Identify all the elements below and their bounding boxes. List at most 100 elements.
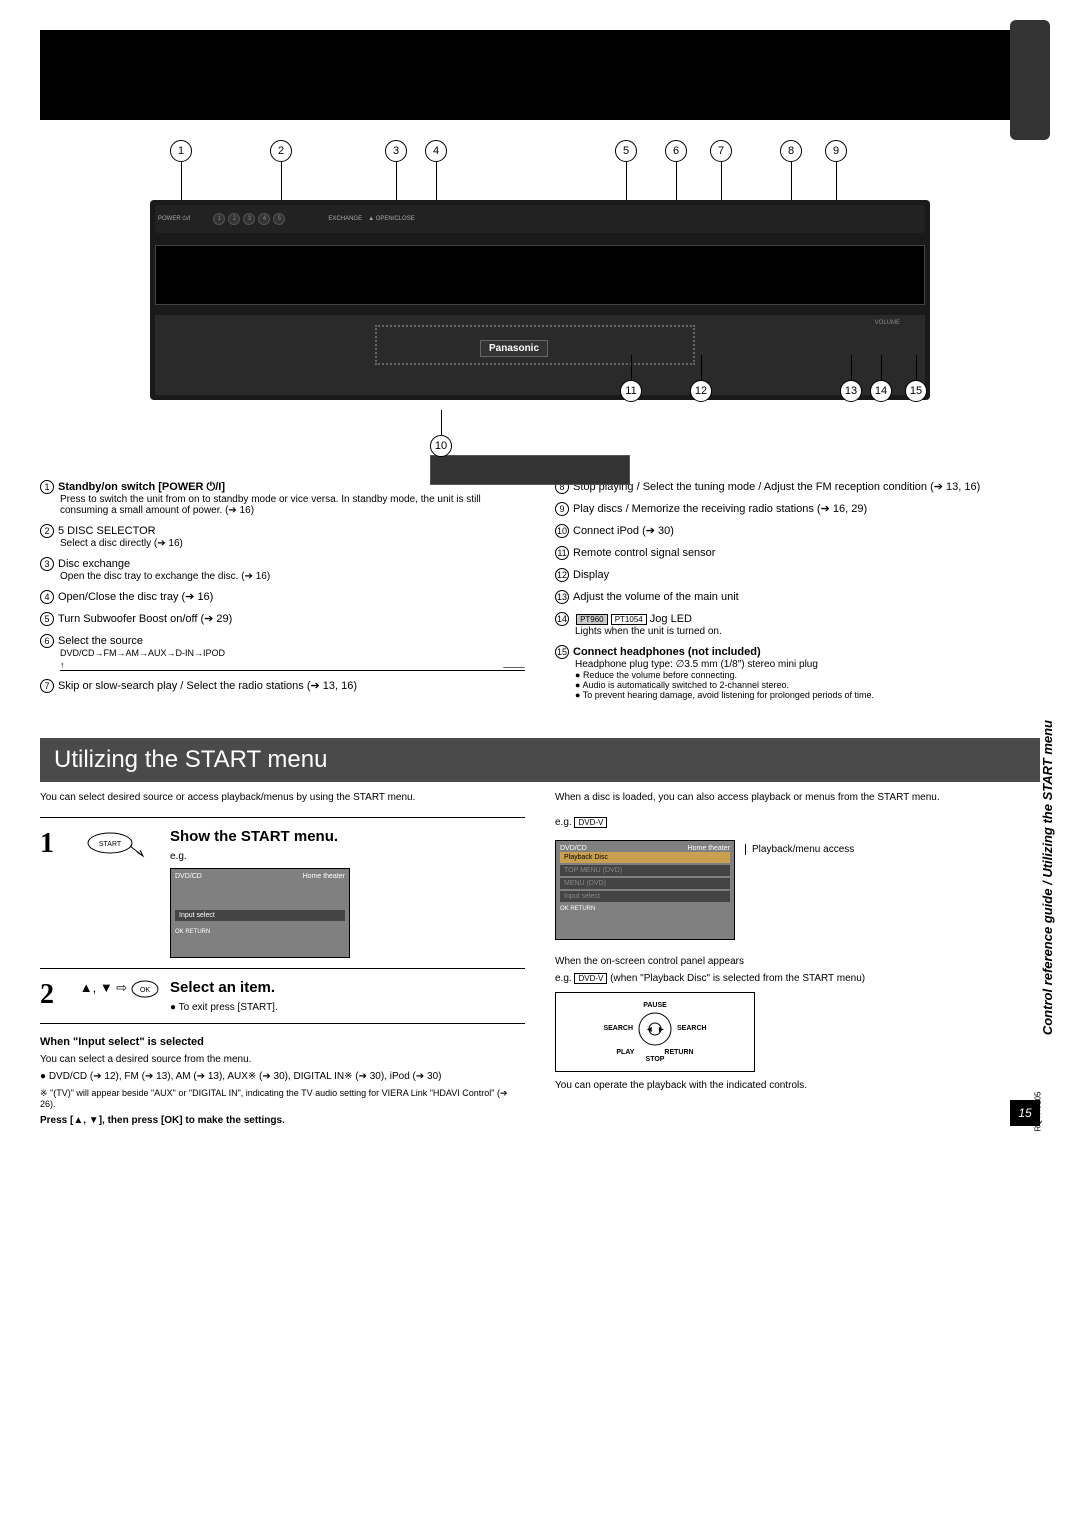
input-select-title: When "Input select" is selected [40,1036,525,1048]
disc-slot [155,245,925,305]
ref-13-title: Adjust the volume of the main unit [573,591,739,603]
page-number: 15 [1010,1100,1040,1126]
ref-3-desc: Open the disc tray to exchange the disc.… [60,571,525,582]
ref-14-title: Jog LED [650,613,692,625]
ctrl-search-r: SEARCH [677,1025,707,1032]
ref-15-b0: Headphone plug type: ∅3.5 mm (1/8″) ster… [575,659,1040,670]
step-2-note: ● To exit press [START]. [170,1002,525,1013]
display-area [375,325,695,365]
onscreen-control-panel: PAUSE SEARCH ◀▶ SEARCH PLAY RETURN STOP [555,992,755,1072]
screwdriver-icon [1010,20,1050,140]
ref-15-b3: ● To prevent hearing damage, avoid liste… [575,690,1040,700]
svg-text:◀: ◀ [646,1026,652,1033]
ref-8-title: Stop playing / Select the tuning mode / … [573,481,980,493]
callout-15: 15 [905,380,927,402]
input-select-line4: Press [▲, ▼], then press [OK] to make th… [40,1115,525,1126]
disc-3: 3 [243,213,255,225]
volume-label: VOLUME [875,320,900,326]
intro-left: You can select desired source or access … [40,792,525,803]
callout-8: 8 [780,140,802,162]
disc-4: 4 [258,213,270,225]
ref-15-b1: ● Reduce the volume before connecting. [575,670,1040,680]
step-1-number: 1 [40,828,70,860]
callout-11: 11 [620,380,642,402]
dvdv-tag: DVD-V [574,817,607,828]
exchange-label: EXCHANGE [325,216,365,222]
ref-6-sub: DVD/CD→FM→AM→AUX→D-IN→IPOD [60,648,525,658]
step-2-number: 2 [40,979,70,1011]
disc-1: 1 [213,213,225,225]
menu2-row-0: Playback Disc [560,852,730,863]
ref-15-title: Connect headphones (not included) [573,646,761,658]
tag-pt1054: PT1054 [611,614,647,625]
left-reference-column: 1Standby/on switch [POWER ⏻/I] Press to … [40,480,525,708]
open-label: ▲ OPEN/CLOSE [365,216,418,222]
step-1-note: e.g. [170,851,525,862]
step-2-title: Select an item. [170,979,525,996]
menu2-row-3: Input select [560,891,730,902]
disc-5: 5 [273,213,285,225]
ref-3-title: Disc exchange [58,558,130,570]
tag-pt960: PT960 [576,614,608,625]
ref-4-title: Open/Close the disc tray (➔ 16) [58,591,213,603]
svg-text:START: START [99,841,122,848]
section-title: Utilizing the START menu [40,738,1040,782]
callout-13: 13 [840,380,862,402]
ipod-tray [430,455,630,485]
power-label: POWER ⏻/I [155,216,193,223]
callout-4: 4 [425,140,447,162]
callout-9: 9 [825,140,847,162]
ctrl-pause: PAUSE [603,1002,706,1009]
callout-1: 1 [170,140,192,162]
menu2-head-l: DVD/CD [560,845,587,852]
ref-7-title: Skip or slow-search play / Select the ra… [58,680,357,692]
intro-right: When a disc is loaded, you can also acce… [555,792,1040,803]
callout-6: 6 [665,140,687,162]
callout-14: 14 [870,380,892,402]
input-select-line2: ● DVD/CD (➔ 12), FM (➔ 13), AM (➔ 13), A… [40,1071,525,1082]
ctrl-stop: STOP [603,1056,706,1063]
callout-2: 2 [270,140,292,162]
input-select-line1: You can select a desired source from the… [40,1054,525,1065]
eg-label: e.g. [555,817,572,828]
playback-menu-label: Playback/menu access [745,844,854,855]
ref-2-title: 5 DISC SELECTOR [58,525,156,537]
menu2-head-r: Home theater [688,845,730,852]
dvdv-tag-2: DVD-V [574,973,607,984]
start-menu-preview: DVD/CDHome theater Input select OK RETUR… [170,868,350,958]
menu1-footer: OK RETURN [175,929,345,935]
menu2-footer: OK RETURN [560,906,730,912]
ref-5-title: Turn Subwoofer Boost on/off (➔ 29) [58,613,232,625]
callout-3: 3 [385,140,407,162]
menu1-row: Input select [175,910,345,921]
callout-5: 5 [615,140,637,162]
page-header [40,30,1040,120]
callout-7: 7 [710,140,732,162]
input-select-line3: ※ "(TV)" will appear beside "AUX" or "DI… [40,1088,525,1109]
ref-15-b2: ● Audio is automatically switched to 2-c… [575,680,1040,690]
ref-1-desc: Press to switch the unit from on to stan… [60,494,525,516]
svg-text:OK: OK [140,987,150,994]
device-control-row: POWER ⏻/I 1 2 3 4 5 EXCHANGE ▲ OPEN/CLOS… [155,205,925,233]
disc-2: 2 [228,213,240,225]
ref-14-desc: Lights when the unit is turned on. [575,626,1040,637]
ref-11-title: Remote control signal sensor [573,547,715,559]
menu2-row-1: TOP MENU (DVD) [560,865,730,876]
ref-6-title: Select the source [58,635,143,647]
callout-10: 10 [430,435,452,457]
ctrl-return: RETURN [664,1049,693,1056]
callout-12: 12 [690,380,712,402]
eg2-text: (when "Playback Disc" is selected from t… [610,973,865,984]
start-button-icon: START [70,828,170,871]
right-reference-column: 8Stop playing / Select the tuning mode /… [555,480,1040,708]
device-diagram: 1 2 3 4 5 6 7 8 9 POWER ⏻/I 1 2 3 4 5 [150,140,930,460]
when-panel-text: When the on-screen control panel appears [555,956,1040,967]
ref-12-title: Display [573,569,609,581]
ref-9-title: Play discs / Memorize the receiving radi… [573,503,867,515]
ctrl-play: PLAY [616,1049,634,1056]
svg-text:▶: ▶ [658,1026,664,1033]
start-menu-preview-2: DVD/CD Home theater Playback Disc TOP MEN… [555,840,735,940]
menu1-head-l: DVD/CD [175,873,202,880]
step-1-title: Show the START menu. [170,828,525,845]
side-section-label: Control reference guide / Utilizing the … [1040,720,1055,1035]
